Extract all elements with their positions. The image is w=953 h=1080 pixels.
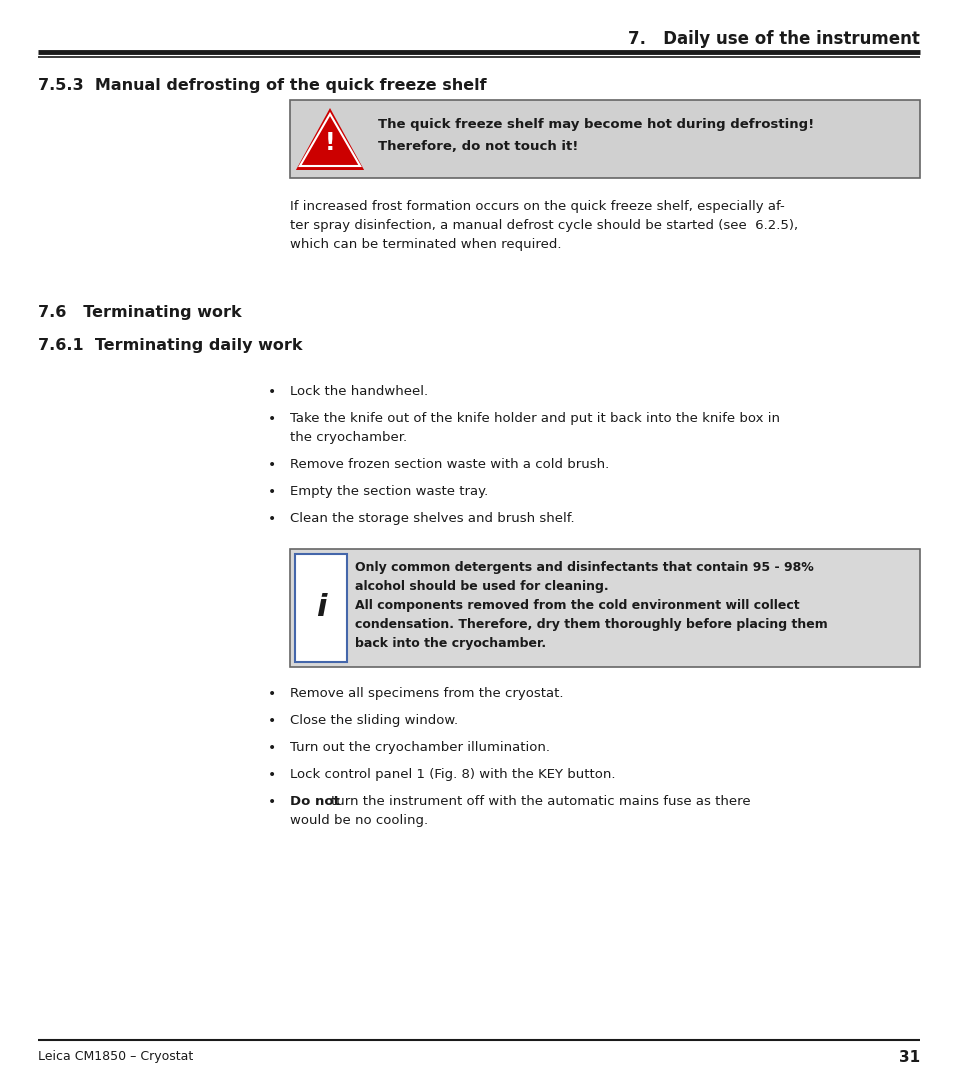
FancyBboxPatch shape — [290, 100, 919, 178]
Text: Turn out the cryochamber illumination.: Turn out the cryochamber illumination. — [290, 741, 550, 754]
Text: Take the knife out of the knife holder and put it back into the knife box in: Take the knife out of the knife holder a… — [290, 411, 780, 426]
Text: •: • — [268, 741, 276, 755]
Text: alcohol should be used for cleaning.: alcohol should be used for cleaning. — [355, 580, 608, 593]
Text: 7.6   Terminating work: 7.6 Terminating work — [38, 305, 241, 320]
Text: ter spray disinfection, a manual defrost cycle should be started (see  6.2.5),: ter spray disinfection, a manual defrost… — [290, 219, 798, 232]
FancyBboxPatch shape — [294, 554, 347, 662]
Text: •: • — [268, 795, 276, 809]
Text: Close the sliding window.: Close the sliding window. — [290, 714, 457, 727]
Text: •: • — [268, 485, 276, 499]
Text: turn the instrument off with the automatic mains fuse as there: turn the instrument off with the automat… — [331, 795, 749, 808]
FancyBboxPatch shape — [290, 549, 919, 667]
Text: Clean the storage shelves and brush shelf.: Clean the storage shelves and brush shel… — [290, 512, 574, 525]
Text: •: • — [268, 512, 276, 526]
Text: If increased frost formation occurs on the quick freeze shelf, especially af-: If increased frost formation occurs on t… — [290, 200, 784, 213]
Text: which can be terminated when required.: which can be terminated when required. — [290, 238, 561, 251]
Text: Leica CM1850 – Cryostat: Leica CM1850 – Cryostat — [38, 1050, 193, 1063]
Text: •: • — [268, 687, 276, 701]
Text: •: • — [268, 384, 276, 399]
Text: condensation. Therefore, dry them thoroughly before placing them: condensation. Therefore, dry them thorou… — [355, 618, 827, 631]
Text: •: • — [268, 411, 276, 426]
Text: All components removed from the cold environment will collect: All components removed from the cold env… — [355, 599, 799, 612]
Text: 7.5.3  Manual defrosting of the quick freeze shelf: 7.5.3 Manual defrosting of the quick fre… — [38, 78, 486, 93]
Text: Lock the handwheel.: Lock the handwheel. — [290, 384, 428, 399]
Text: 31: 31 — [898, 1050, 919, 1065]
Text: i: i — [315, 594, 326, 622]
Text: 7.6.1  Terminating daily work: 7.6.1 Terminating daily work — [38, 338, 302, 353]
Text: Therefore, do not touch it!: Therefore, do not touch it! — [377, 140, 578, 153]
Polygon shape — [295, 108, 364, 170]
Text: Remove frozen section waste with a cold brush.: Remove frozen section waste with a cold … — [290, 458, 609, 471]
Text: •: • — [268, 768, 276, 782]
Text: !: ! — [324, 131, 335, 156]
Text: would be no cooling.: would be no cooling. — [290, 814, 428, 827]
Text: Do not: Do not — [290, 795, 344, 808]
Text: •: • — [268, 714, 276, 728]
Text: Remove all specimens from the cryostat.: Remove all specimens from the cryostat. — [290, 687, 563, 700]
Text: Empty the section waste tray.: Empty the section waste tray. — [290, 485, 488, 498]
Text: 7.   Daily use of the instrument: 7. Daily use of the instrument — [627, 30, 919, 48]
Text: The quick freeze shelf may become hot during defrosting!: The quick freeze shelf may become hot du… — [377, 118, 814, 131]
Text: the cryochamber.: the cryochamber. — [290, 431, 407, 444]
Text: Lock control panel 1 (Fig. 8) with the KEY button.: Lock control panel 1 (Fig. 8) with the K… — [290, 768, 615, 781]
Text: Only common detergents and disinfectants that contain 95 - 98%: Only common detergents and disinfectants… — [355, 561, 813, 573]
Text: back into the cryochamber.: back into the cryochamber. — [355, 637, 545, 650]
Text: •: • — [268, 458, 276, 472]
